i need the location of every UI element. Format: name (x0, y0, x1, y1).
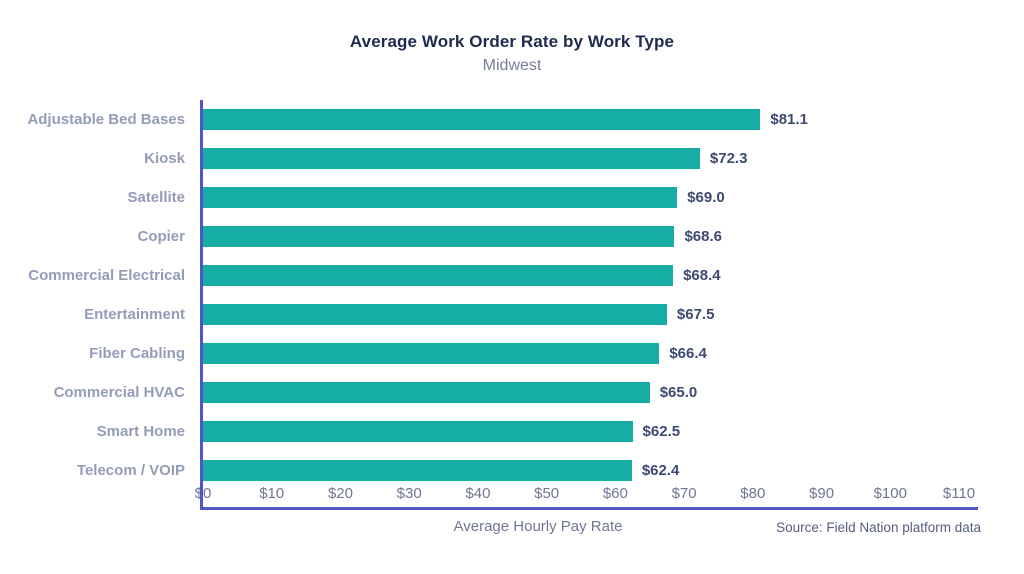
plot-area: $81.1 $72.3 $69.0 $68.6 $68.4 $67.5 $66.4 $65.0… (195, 100, 978, 510)
bar-row: $72.3 (203, 139, 978, 178)
x-tick-label: $80 (740, 485, 766, 502)
chart-title: Average Work Order Rate by Work Type (349, 32, 675, 51)
category-label: Satellite (127, 189, 185, 206)
bar-row: $66.4 (203, 334, 978, 373)
bar-value-label: $67.5 (676, 306, 715, 323)
bar-row: $81.1 (203, 100, 978, 139)
x-axis-label: Average Hourly Pay Rate (453, 518, 623, 535)
x-axis-line (200, 507, 978, 510)
bar (203, 148, 700, 169)
source-note: Source: Field Nation platform data (776, 520, 981, 535)
bar-row: $62.4 (203, 451, 978, 490)
category-label: Smart Home (96, 423, 185, 440)
bar-value-label: $62.5 (642, 423, 681, 440)
category-label: Kiosk (144, 150, 185, 167)
x-axis-ticks: $0 $10 $20 $30 $40 $50 $60 $70 $80 $90 $100 $110 (195, 485, 978, 503)
category-label: Entertainment (84, 306, 185, 323)
x-tick-label: $100 (873, 485, 907, 502)
category-label: Copier (137, 228, 185, 245)
x-tick-label: $40 (465, 485, 491, 502)
x-tick-label: $0 (194, 485, 212, 502)
bar-row: $62.5 (203, 412, 978, 451)
bar-row: $67.5 (203, 295, 978, 334)
bar (203, 343, 660, 364)
x-tick-label: $90 (809, 485, 835, 502)
category-label: Commercial HVAC (53, 384, 185, 401)
chart-header: Average Work Order Rate by Work Type Mid… (0, 32, 1024, 75)
category-label: Telecom / VOIP (76, 462, 185, 479)
category-label: Adjustable Bed Bases (27, 111, 185, 128)
bar-row: $65.0 (203, 373, 978, 412)
bar-row: $68.6 (203, 217, 978, 256)
x-tick-label: $110 (942, 485, 976, 502)
bar-value-label: $68.6 (684, 228, 723, 245)
category-label: Commercial Electrical (28, 267, 185, 284)
bar-value-label: $69.0 (687, 189, 725, 206)
bar (203, 382, 650, 403)
x-tick-label: $60 (602, 485, 628, 502)
bar-value-label: $65.0 (659, 384, 698, 401)
bar-value-label: $62.4 (641, 462, 680, 479)
bar (203, 265, 674, 286)
category-label: Fiber Cabling (89, 345, 185, 362)
x-tick-label: $20 (327, 485, 353, 502)
bar-value-label: $68.4 (683, 267, 721, 284)
x-tick-label: $70 (671, 485, 697, 502)
bar (203, 226, 675, 247)
bar-row: $69.0 (203, 178, 978, 217)
category-axis: Adjustable Bed Bases Kiosk Satellite Copier… (0, 100, 185, 490)
y-axis-line (200, 100, 203, 510)
bar (203, 460, 632, 481)
bar (203, 421, 633, 442)
bars-container: $81.1 $72.3 $69.0 $68.6 $68.4 $67.5 $66.4 $65.0… (203, 100, 978, 490)
bar-value-label: $81.1 (770, 111, 808, 128)
bar (203, 109, 761, 130)
bar (203, 304, 667, 325)
x-tick-label: $50 (534, 485, 560, 502)
bar-value-label: $72.3 (709, 150, 748, 167)
x-tick-label: $10 (259, 485, 285, 502)
bar-row: $68.4 (203, 256, 978, 295)
x-tick-label: $30 (396, 485, 422, 502)
chart-subtitle: Midwest (482, 57, 542, 74)
bar (203, 187, 678, 208)
bar-value-label: $66.4 (669, 345, 707, 362)
